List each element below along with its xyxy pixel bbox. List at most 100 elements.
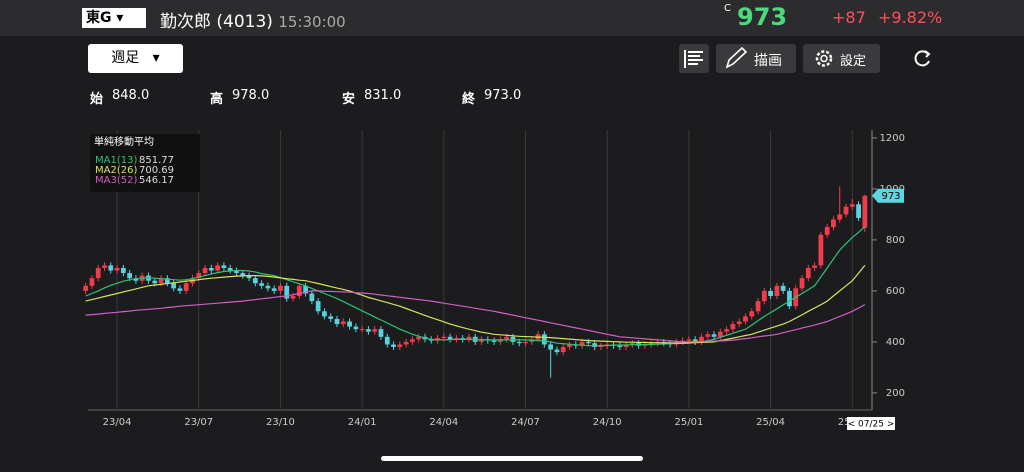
candle-body (152, 280, 158, 284)
candle-body (523, 341, 528, 344)
period: 週足 (111, 50, 140, 66)
candle-body (460, 338, 466, 340)
candle-body (516, 341, 522, 344)
candle-body (812, 265, 817, 268)
candle-body (799, 278, 805, 289)
x-tick-label: 23/04 (103, 417, 132, 428)
candle-body (831, 219, 836, 228)
x-tick-label: 24/04 (429, 417, 458, 428)
ohlc-value: 831.0 (364, 88, 402, 103)
candle-body (749, 311, 755, 317)
candle-body (466, 336, 472, 340)
candle-body (837, 214, 843, 220)
candle-body (617, 345, 623, 348)
candle-body (290, 296, 296, 299)
candle-body (391, 344, 396, 348)
candle-body (158, 278, 164, 284)
market-select[interactable]: 東G ▾ (82, 8, 146, 28)
candle-body (89, 278, 95, 286)
candle-body (849, 204, 855, 207)
candle-body (598, 345, 604, 348)
list-button[interactable] (679, 44, 709, 73)
candle-body (818, 234, 824, 266)
candle-body (208, 267, 214, 271)
ohlc-value: 978.0 (232, 88, 270, 103)
candle-body (585, 341, 591, 344)
candle-body (353, 326, 359, 330)
candle-body (252, 278, 258, 284)
ohlc-label: 安 (342, 92, 356, 107)
settings-label: 設定 (840, 54, 867, 69)
candle-body (768, 290, 773, 297)
candle-body (95, 267, 101, 279)
ohlc-label: 終 (462, 92, 476, 107)
candle-body (699, 336, 704, 342)
candle-body (560, 347, 566, 353)
candle-body (862, 195, 868, 228)
legend-value: 546.17 (139, 175, 174, 186)
candle-body (454, 338, 459, 340)
price: 973 (737, 3, 788, 31)
candle-body (579, 341, 585, 346)
candle-body (730, 324, 736, 330)
candle-body (303, 285, 308, 294)
candle-body (322, 311, 327, 317)
candle-body (164, 278, 170, 284)
list-icon (684, 50, 703, 68)
candle-body (309, 293, 315, 302)
candle-body (240, 273, 246, 276)
candle-body (692, 339, 698, 342)
candle-body (711, 334, 717, 337)
candle-body (629, 343, 635, 345)
home-indicator (381, 456, 643, 461)
draw-button[interactable] (716, 44, 796, 73)
x-tick-label: 24/01 (348, 417, 377, 428)
stock-name: 勤次郎 (4013) 15:30:00 (160, 7, 346, 32)
time: 15:30:00 (278, 13, 346, 31)
y-tick-label: 600 (886, 286, 905, 297)
candle-body (315, 301, 321, 312)
gear-hub (820, 54, 828, 63)
ma-line (85, 226, 866, 347)
candle-body (366, 329, 371, 332)
change-pct: +9.82% (878, 8, 943, 27)
candle-body (761, 290, 767, 302)
candle-body (410, 339, 415, 342)
candle-body (780, 285, 786, 291)
refresh-icon[interactable] (914, 50, 930, 67)
y-tick-label: 400 (886, 337, 905, 348)
pen-icon (725, 46, 748, 69)
ma-line (85, 290, 866, 343)
period-select[interactable]: 週足 ▾ (88, 44, 183, 73)
cursor-box (847, 417, 895, 430)
candle-body (717, 331, 723, 337)
candle-body (278, 285, 283, 291)
candle-body (843, 206, 849, 215)
legend-box (90, 134, 200, 192)
ohlc-value: 973.0 (484, 88, 522, 103)
candle-body (787, 290, 792, 307)
candle-body (397, 344, 403, 348)
candle-body (296, 285, 302, 297)
candle-body (680, 340, 686, 342)
candle-body (428, 339, 434, 341)
candle-body (127, 273, 133, 279)
candle-body (504, 336, 510, 340)
candle-body (824, 227, 830, 235)
candle-body (196, 273, 202, 279)
ohlc-label: 始 (90, 92, 104, 107)
candle-body (567, 344, 572, 348)
candle-body (736, 321, 742, 325)
name: 勤次郎 (160, 12, 211, 32)
candle-body (120, 267, 126, 274)
x-tick-label: 25/01 (674, 417, 703, 428)
y-tick-label: 1200 (880, 133, 905, 144)
candle-body (171, 283, 177, 289)
change: +87 (832, 8, 866, 27)
candle-body (133, 278, 139, 281)
x-tick-label: 23/07 (184, 417, 213, 428)
draw-label: 描画 (754, 53, 782, 69)
candle-body (642, 344, 648, 346)
legend-title: 単純移動平均 (94, 135, 154, 148)
